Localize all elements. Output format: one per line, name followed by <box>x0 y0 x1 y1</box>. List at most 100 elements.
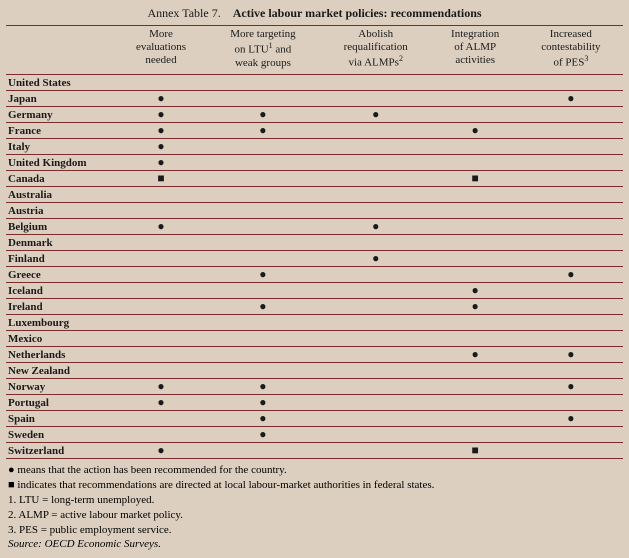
mark-cell <box>432 235 519 251</box>
circle-icon: ● <box>567 347 574 361</box>
table-row: Australia <box>6 187 623 203</box>
table-row: Germany●●● <box>6 107 623 123</box>
table-container: Annex Table 7. Active labour market poli… <box>0 0 629 558</box>
mark-cell <box>320 203 432 219</box>
col-header-1: More targetingon LTU1 andweak groups <box>206 26 320 75</box>
mark-cell <box>116 75 206 91</box>
mark-cell <box>320 155 432 171</box>
mark-cell <box>320 299 432 315</box>
mark-cell <box>116 299 206 315</box>
circle-icon: ● <box>8 464 15 476</box>
mark-cell: ● <box>116 107 206 123</box>
mark-cell <box>116 427 206 443</box>
mark-cell: ● <box>432 299 519 315</box>
mark-cell <box>116 331 206 347</box>
circle-icon: ● <box>372 219 379 233</box>
mark-cell: ● <box>206 123 320 139</box>
table-row: Austria <box>6 203 623 219</box>
country-cell: Japan <box>6 91 116 107</box>
circle-icon: ● <box>157 379 164 393</box>
mark-cell <box>116 363 206 379</box>
circle-icon: ● <box>259 395 266 409</box>
country-cell: New Zealand <box>6 363 116 379</box>
country-cell: Denmark <box>6 235 116 251</box>
country-cell: Belgium <box>6 219 116 235</box>
table-row: Belgium ● ● <box>6 219 623 235</box>
mark-cell <box>320 427 432 443</box>
mark-cell <box>206 235 320 251</box>
mark-cell <box>206 283 320 299</box>
mark-cell: ● <box>116 395 206 411</box>
mark-cell <box>206 347 320 363</box>
country-cell: United Kingdom <box>6 155 116 171</box>
mark-cell <box>320 347 432 363</box>
mark-cell <box>206 171 320 187</box>
circle-icon: ● <box>259 299 266 313</box>
table-row: Italy● <box>6 139 623 155</box>
mark-cell <box>432 91 519 107</box>
mark-cell <box>519 315 623 331</box>
mark-cell <box>206 251 320 267</box>
square-icon: ■ <box>472 443 479 457</box>
country-cell: Finland <box>6 251 116 267</box>
circle-icon: ● <box>567 379 574 393</box>
country-cell: Luxembourg <box>6 315 116 331</box>
mark-cell <box>206 331 320 347</box>
mark-cell <box>519 283 623 299</box>
circle-icon: ● <box>157 219 164 233</box>
mark-cell: ● <box>432 123 519 139</box>
mark-cell <box>519 363 623 379</box>
mark-cell: ● <box>206 427 320 443</box>
circle-icon: ● <box>567 411 574 425</box>
circle-icon: ● <box>157 107 164 121</box>
table-row: France●●● <box>6 123 623 139</box>
header-row: MoreevaluationsneededMore targetingon LT… <box>6 26 623 75</box>
mark-cell <box>116 315 206 331</box>
mark-cell <box>519 139 623 155</box>
circle-icon: ● <box>259 107 266 121</box>
country-cell: Germany <box>6 107 116 123</box>
table-row: United Kingdom● <box>6 155 623 171</box>
mark-cell <box>320 315 432 331</box>
circle-icon: ● <box>567 91 574 105</box>
mark-cell <box>320 443 432 459</box>
circle-icon: ● <box>472 299 479 313</box>
country-cell: Australia <box>6 187 116 203</box>
mark-cell: ● <box>519 267 623 283</box>
mark-cell <box>519 299 623 315</box>
table-row: New Zealand <box>6 363 623 379</box>
mark-cell <box>320 331 432 347</box>
mark-cell <box>519 107 623 123</box>
mark-cell <box>320 123 432 139</box>
mark-cell: ● <box>206 267 320 283</box>
country-cell: Austria <box>6 203 116 219</box>
col-header-0: Moreevaluationsneeded <box>116 26 206 75</box>
mark-cell: ● <box>432 347 519 363</box>
circle-icon: ● <box>157 123 164 137</box>
mark-cell <box>432 315 519 331</box>
country-cell: Netherlands <box>6 347 116 363</box>
mark-cell: ● <box>206 107 320 123</box>
mark-cell <box>320 187 432 203</box>
mark-cell: ● <box>116 123 206 139</box>
mark-cell <box>206 155 320 171</box>
mark-cell <box>320 283 432 299</box>
table-row: Canada■■ <box>6 171 623 187</box>
mark-cell <box>519 395 623 411</box>
mark-cell <box>432 155 519 171</box>
col-header-3: Integrationof ALMPactivities <box>432 26 519 75</box>
circle-icon: ● <box>259 411 266 425</box>
mark-cell <box>206 443 320 459</box>
mark-cell <box>432 411 519 427</box>
mark-cell <box>206 315 320 331</box>
mark-cell <box>432 107 519 123</box>
title-prefix: Annex Table 7. <box>147 6 220 20</box>
table-row: Switzerland●■ <box>6 443 623 459</box>
country-cell: Portugal <box>6 395 116 411</box>
mark-cell <box>206 363 320 379</box>
mark-cell <box>432 139 519 155</box>
table-row: Finland● <box>6 251 623 267</box>
mark-cell <box>432 427 519 443</box>
table-row: Ireland●● <box>6 299 623 315</box>
table-row: United States <box>6 75 623 91</box>
